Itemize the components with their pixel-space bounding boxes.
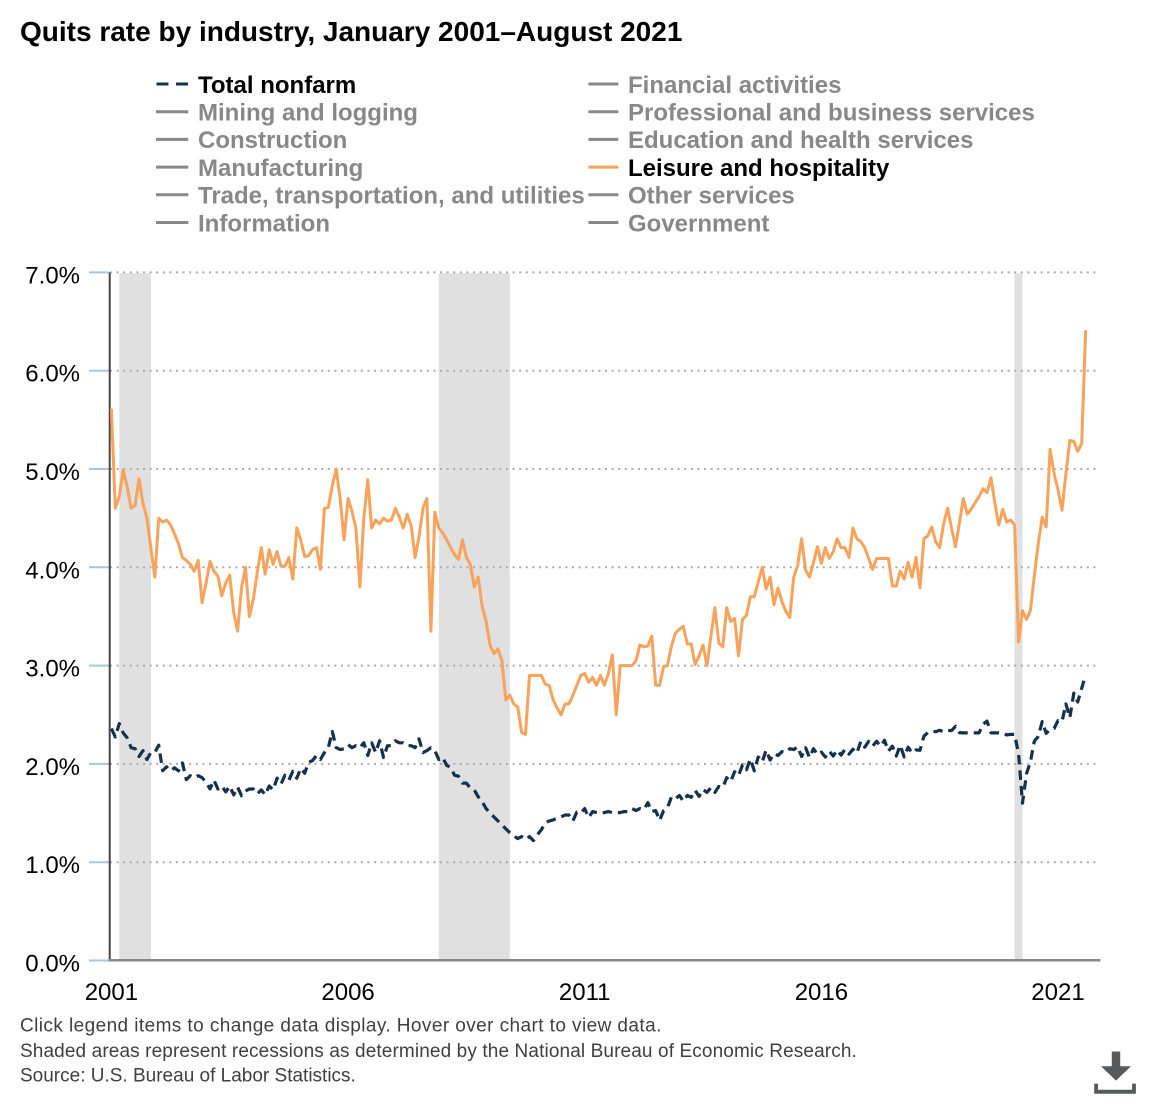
svg-text:Source: U.S. Bureau of Labor S: Source: U.S. Bureau of Labor Statistics. — [20, 1066, 356, 1087]
svg-text:3.0%: 3.0% — [25, 656, 80, 683]
svg-text:Click legend items to change d: Click legend items to change data displa… — [20, 1016, 662, 1037]
svg-text:2.0%: 2.0% — [25, 754, 80, 781]
svg-text:Mining and logging: Mining and logging — [198, 100, 418, 127]
svg-text:Total nonfarm: Total nonfarm — [198, 72, 356, 99]
svg-text:5.0%: 5.0% — [25, 459, 80, 486]
svg-text:2011: 2011 — [559, 979, 611, 1006]
svg-text:Quits rate by industry, Januar: Quits rate by industry, January 2001–Aug… — [20, 16, 682, 47]
svg-text:Shaded areas represent recessi: Shaded areas represent recessions as det… — [20, 1041, 857, 1062]
svg-text:2021: 2021 — [1031, 979, 1084, 1006]
svg-text:Trade, transportation, and uti: Trade, transportation, and utilities — [198, 183, 585, 210]
svg-text:2016: 2016 — [795, 979, 848, 1006]
svg-text:Education and health services: Education and health services — [628, 127, 973, 154]
svg-text:Construction: Construction — [198, 127, 347, 154]
svg-text:Financial activities: Financial activities — [628, 72, 841, 99]
svg-text:4.0%: 4.0% — [25, 557, 80, 584]
svg-text:Information: Information — [198, 210, 330, 237]
svg-text:Manufacturing: Manufacturing — [198, 155, 363, 182]
svg-text:7.0%: 7.0% — [25, 262, 80, 289]
svg-text:Leisure and hospitality: Leisure and hospitality — [628, 155, 890, 182]
svg-text:0.0%: 0.0% — [25, 951, 80, 978]
svg-text:Professional and business serv: Professional and business services — [628, 100, 1035, 127]
svg-text:2006: 2006 — [321, 979, 374, 1006]
svg-text:1.0%: 1.0% — [25, 852, 80, 879]
svg-text:6.0%: 6.0% — [25, 361, 80, 388]
svg-text:Other services: Other services — [628, 183, 795, 210]
svg-text:Government: Government — [628, 210, 769, 237]
svg-text:2001: 2001 — [85, 979, 138, 1006]
